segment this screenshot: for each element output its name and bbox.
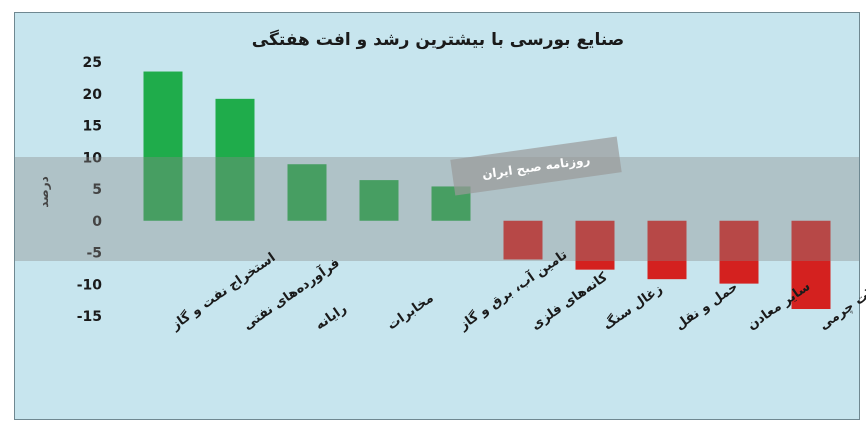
y-tick-label: 20 — [83, 87, 103, 103]
bar — [503, 220, 543, 260]
y-tick-label: -15 — [77, 309, 102, 325]
y-tick-label: 15 — [83, 119, 102, 135]
bar — [143, 71, 183, 221]
y-tick-label: -10 — [77, 277, 103, 293]
category-label: حمل و نقل — [673, 279, 741, 333]
y-tick-label: 25 — [83, 55, 102, 71]
y-tick-label: 10 — [83, 150, 103, 166]
bars — [143, 71, 831, 310]
y-tick-label: 5 — [92, 182, 102, 198]
bar — [359, 180, 399, 221]
bar — [575, 220, 615, 270]
bar — [215, 98, 255, 221]
bar — [647, 220, 687, 280]
watermark: روزنامه صبح ایران — [15, 136, 859, 261]
category-label: زغال سنگ — [600, 281, 665, 333]
watermark-label-box — [450, 136, 622, 196]
watermark-band — [15, 157, 859, 261]
y-tick-label: -5 — [86, 246, 102, 262]
bar — [287, 164, 327, 221]
category-label: رایانه — [313, 301, 350, 333]
bar — [791, 220, 831, 310]
y-tick-labels: 25 20 15 10 5 0 -5 -10 -15 — [77, 55, 103, 325]
bar — [719, 220, 759, 284]
category-label: مخابرات — [385, 291, 437, 334]
y-axis-label: درصد — [37, 176, 51, 208]
chart-title: صنایع بورسی با بیشترین رشد و افت هفتگی — [252, 29, 624, 50]
y-tick-label: 0 — [92, 214, 102, 230]
